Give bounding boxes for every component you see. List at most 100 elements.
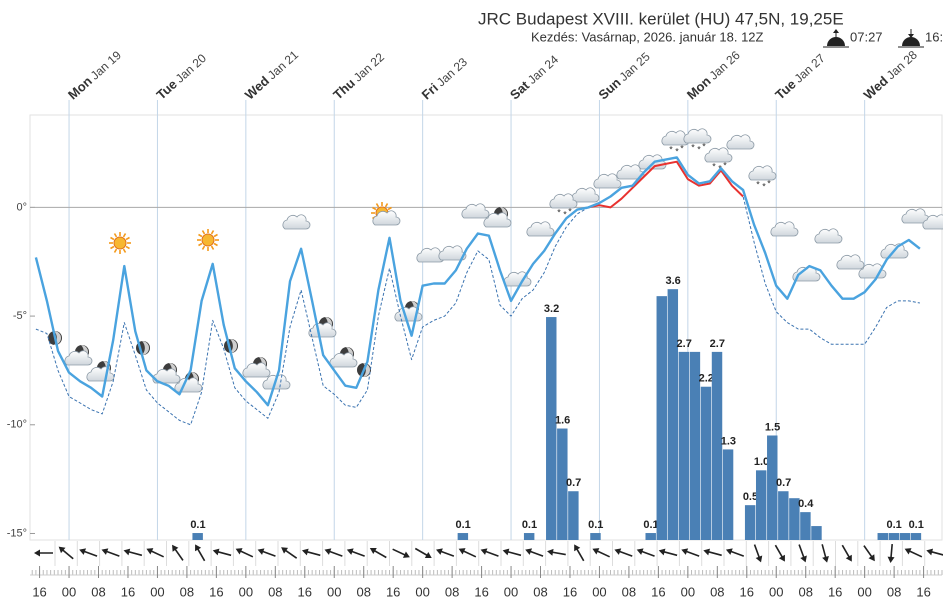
precip-label: 3.6 [665, 275, 680, 287]
sun-ray [210, 245, 215, 250]
precip-bar [910, 533, 922, 540]
flake: * [669, 144, 673, 154]
flake: * [563, 209, 567, 219]
wind-head [547, 548, 554, 556]
x-tick-label: 08 [180, 584, 194, 599]
precip-bar [744, 505, 756, 540]
day-label: TueJan 20 [154, 50, 210, 102]
wind-arrow [658, 548, 678, 557]
wind-arrow [212, 548, 232, 557]
weather-symbol [616, 164, 645, 180]
wind-head [257, 548, 265, 555]
wind-head [301, 548, 309, 556]
above-zero-line [588, 160, 744, 209]
wind-arrow [235, 548, 254, 558]
cloud [64, 350, 93, 366]
precip-bar [568, 491, 579, 540]
flake: * [675, 146, 679, 156]
day-label: WedJan 28 [861, 47, 921, 103]
precip-label: 1.5 [765, 421, 780, 433]
wind-arrow [525, 548, 544, 557]
wind-head [79, 548, 87, 555]
cloud [593, 173, 622, 189]
x-tick-label: 00 [150, 584, 164, 599]
cloud [282, 214, 311, 230]
weather-symbol [371, 202, 401, 226]
cloud [616, 164, 645, 180]
weather-symbol [461, 203, 490, 219]
flake: * [691, 142, 695, 152]
wind-arrow [101, 548, 120, 557]
x-tick-label: 08 [445, 584, 459, 599]
sun-ray [122, 233, 127, 238]
wind-arrow [480, 548, 499, 557]
day-weekday: Tue [773, 77, 800, 103]
wind-head [592, 548, 600, 555]
weather-symbol [593, 173, 622, 189]
precip-bar [767, 435, 778, 540]
sun-ray [201, 245, 206, 250]
x-tick-label: 16 [121, 584, 135, 599]
wind-head [887, 556, 895, 563]
wind-head [172, 544, 179, 552]
precip-bar [811, 526, 822, 540]
wind-arrow [369, 547, 387, 559]
precip-label: 0.1 [190, 519, 205, 531]
weather-symbol [282, 214, 311, 230]
chart-subtitle: Kezdés: Vasárnap, 2026. január 18. 12Z [531, 29, 764, 44]
day-date: Jan 26 [707, 48, 743, 83]
x-tick-label: 08 [268, 584, 282, 599]
chart-title: JRC Budapest XVIII. kerület (HU) 47,5N, … [478, 9, 844, 28]
weather-symbol [526, 221, 555, 237]
precip-label: 2.7 [677, 338, 692, 350]
wind-arrow [301, 548, 321, 557]
weather-symbol: * * * [683, 128, 712, 154]
sun-ray [375, 203, 380, 208]
wind-head [424, 551, 432, 559]
cloud [814, 228, 843, 244]
wind-arrow [195, 544, 206, 562]
weather-symbol [571, 187, 600, 203]
wind-head [123, 548, 131, 556]
x-tick-label: 00 [769, 584, 783, 599]
x-tick-label: 08 [356, 584, 370, 599]
weather-symbol [64, 345, 93, 366]
wind-head [458, 548, 466, 555]
x-tick-label: 16 [298, 584, 312, 599]
x-tick-label: 08 [533, 584, 547, 599]
weather-symbol [109, 232, 131, 254]
sun-ray [113, 233, 118, 238]
wind-head [346, 548, 354, 555]
wind-head [703, 548, 711, 556]
wind-arrow [774, 544, 785, 562]
wind-head [195, 544, 202, 552]
wind-arrow [34, 549, 53, 557]
precip-bar [457, 533, 469, 540]
precip-bar [667, 289, 679, 540]
cloud [461, 203, 490, 219]
cloud [704, 147, 733, 163]
wind-arrow [614, 548, 633, 557]
x-tick-label: 16 [651, 584, 665, 599]
weather-symbol [329, 347, 358, 368]
day-weekday: Thu [331, 76, 359, 103]
wind-head [212, 548, 220, 556]
weather-symbol: * * * [661, 130, 690, 156]
day-date: Jan 25 [617, 49, 653, 84]
wind-head [34, 549, 40, 557]
sun-ray [198, 233, 203, 238]
wind-arrow [592, 548, 610, 558]
wind-arrow [58, 546, 74, 560]
cloud [526, 221, 555, 237]
wind-head [614, 548, 622, 555]
precip-label: 0.5 [743, 491, 758, 503]
wind-arrow [904, 548, 923, 558]
wind-head [681, 548, 689, 555]
wind-head [101, 548, 109, 555]
wind-head [235, 548, 243, 555]
day-label: WedJan 21 [242, 47, 302, 103]
flake: * [702, 141, 706, 151]
sun-ray [110, 245, 115, 250]
precip-label: 0.1 [522, 519, 537, 531]
